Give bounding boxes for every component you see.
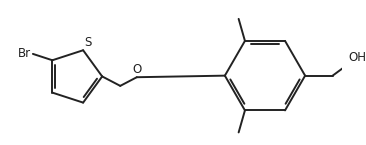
Text: S: S: [85, 36, 92, 49]
Text: O: O: [132, 63, 141, 76]
Text: OH: OH: [348, 51, 366, 64]
Text: Br: Br: [18, 47, 31, 60]
